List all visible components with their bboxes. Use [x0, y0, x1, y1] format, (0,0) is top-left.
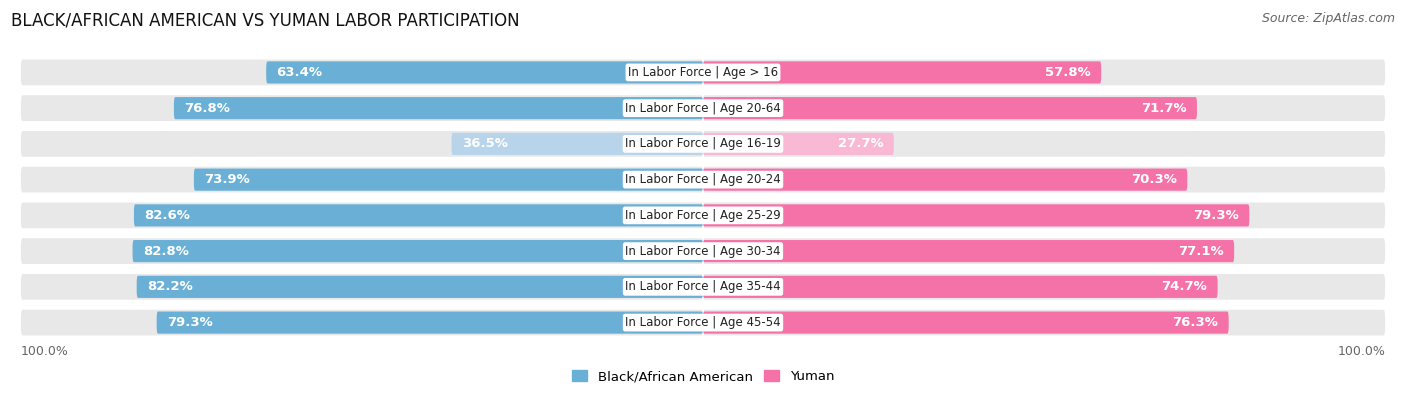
Text: 70.3%: 70.3%: [1130, 173, 1177, 186]
FancyBboxPatch shape: [21, 238, 703, 264]
Text: BLACK/AFRICAN AMERICAN VS YUMAN LABOR PARTICIPATION: BLACK/AFRICAN AMERICAN VS YUMAN LABOR PA…: [11, 12, 520, 30]
Text: Source: ZipAtlas.com: Source: ZipAtlas.com: [1261, 12, 1395, 25]
Text: 79.3%: 79.3%: [1194, 209, 1239, 222]
Text: 82.6%: 82.6%: [145, 209, 190, 222]
Text: 76.3%: 76.3%: [1173, 316, 1219, 329]
FancyBboxPatch shape: [21, 131, 703, 157]
Legend: Black/African American, Yuman: Black/African American, Yuman: [572, 370, 834, 383]
Text: 57.8%: 57.8%: [1045, 66, 1091, 79]
Text: 79.3%: 79.3%: [167, 316, 212, 329]
FancyBboxPatch shape: [703, 276, 1218, 298]
Text: 100.0%: 100.0%: [21, 345, 69, 358]
Text: 76.8%: 76.8%: [184, 102, 231, 115]
Text: In Labor Force | Age 45-54: In Labor Force | Age 45-54: [626, 316, 780, 329]
Text: 73.9%: 73.9%: [204, 173, 250, 186]
Text: 36.5%: 36.5%: [461, 137, 508, 150]
FancyBboxPatch shape: [21, 274, 703, 300]
FancyBboxPatch shape: [703, 203, 1385, 228]
FancyBboxPatch shape: [132, 240, 703, 262]
Text: 71.7%: 71.7%: [1142, 102, 1187, 115]
Text: 63.4%: 63.4%: [277, 66, 322, 79]
FancyBboxPatch shape: [703, 274, 1385, 300]
FancyBboxPatch shape: [21, 60, 703, 85]
FancyBboxPatch shape: [703, 131, 1385, 157]
FancyBboxPatch shape: [134, 204, 703, 226]
FancyBboxPatch shape: [194, 169, 703, 191]
FancyBboxPatch shape: [703, 169, 1187, 191]
FancyBboxPatch shape: [21, 310, 703, 335]
Text: 82.2%: 82.2%: [148, 280, 193, 293]
FancyBboxPatch shape: [703, 61, 1101, 83]
FancyBboxPatch shape: [703, 204, 1250, 226]
Text: In Labor Force | Age 25-29: In Labor Force | Age 25-29: [626, 209, 780, 222]
Text: 27.7%: 27.7%: [838, 137, 883, 150]
FancyBboxPatch shape: [703, 240, 1234, 262]
FancyBboxPatch shape: [703, 310, 1385, 335]
FancyBboxPatch shape: [21, 203, 703, 228]
Text: 100.0%: 100.0%: [1337, 345, 1385, 358]
FancyBboxPatch shape: [703, 312, 1229, 334]
FancyBboxPatch shape: [703, 97, 1197, 119]
Text: 82.8%: 82.8%: [143, 245, 188, 258]
FancyBboxPatch shape: [703, 167, 1385, 192]
FancyBboxPatch shape: [266, 61, 703, 83]
FancyBboxPatch shape: [703, 95, 1385, 121]
Text: In Labor Force | Age > 16: In Labor Force | Age > 16: [628, 66, 778, 79]
Text: In Labor Force | Age 16-19: In Labor Force | Age 16-19: [626, 137, 780, 150]
FancyBboxPatch shape: [703, 238, 1385, 264]
Text: In Labor Force | Age 20-64: In Labor Force | Age 20-64: [626, 102, 780, 115]
Text: In Labor Force | Age 35-44: In Labor Force | Age 35-44: [626, 280, 780, 293]
Text: 77.1%: 77.1%: [1178, 245, 1223, 258]
FancyBboxPatch shape: [21, 167, 703, 192]
Text: In Labor Force | Age 20-24: In Labor Force | Age 20-24: [626, 173, 780, 186]
FancyBboxPatch shape: [156, 312, 703, 334]
FancyBboxPatch shape: [703, 133, 894, 155]
FancyBboxPatch shape: [174, 97, 703, 119]
Text: 74.7%: 74.7%: [1161, 280, 1208, 293]
FancyBboxPatch shape: [451, 133, 703, 155]
FancyBboxPatch shape: [21, 95, 703, 121]
Text: In Labor Force | Age 30-34: In Labor Force | Age 30-34: [626, 245, 780, 258]
FancyBboxPatch shape: [136, 276, 703, 298]
FancyBboxPatch shape: [703, 60, 1385, 85]
